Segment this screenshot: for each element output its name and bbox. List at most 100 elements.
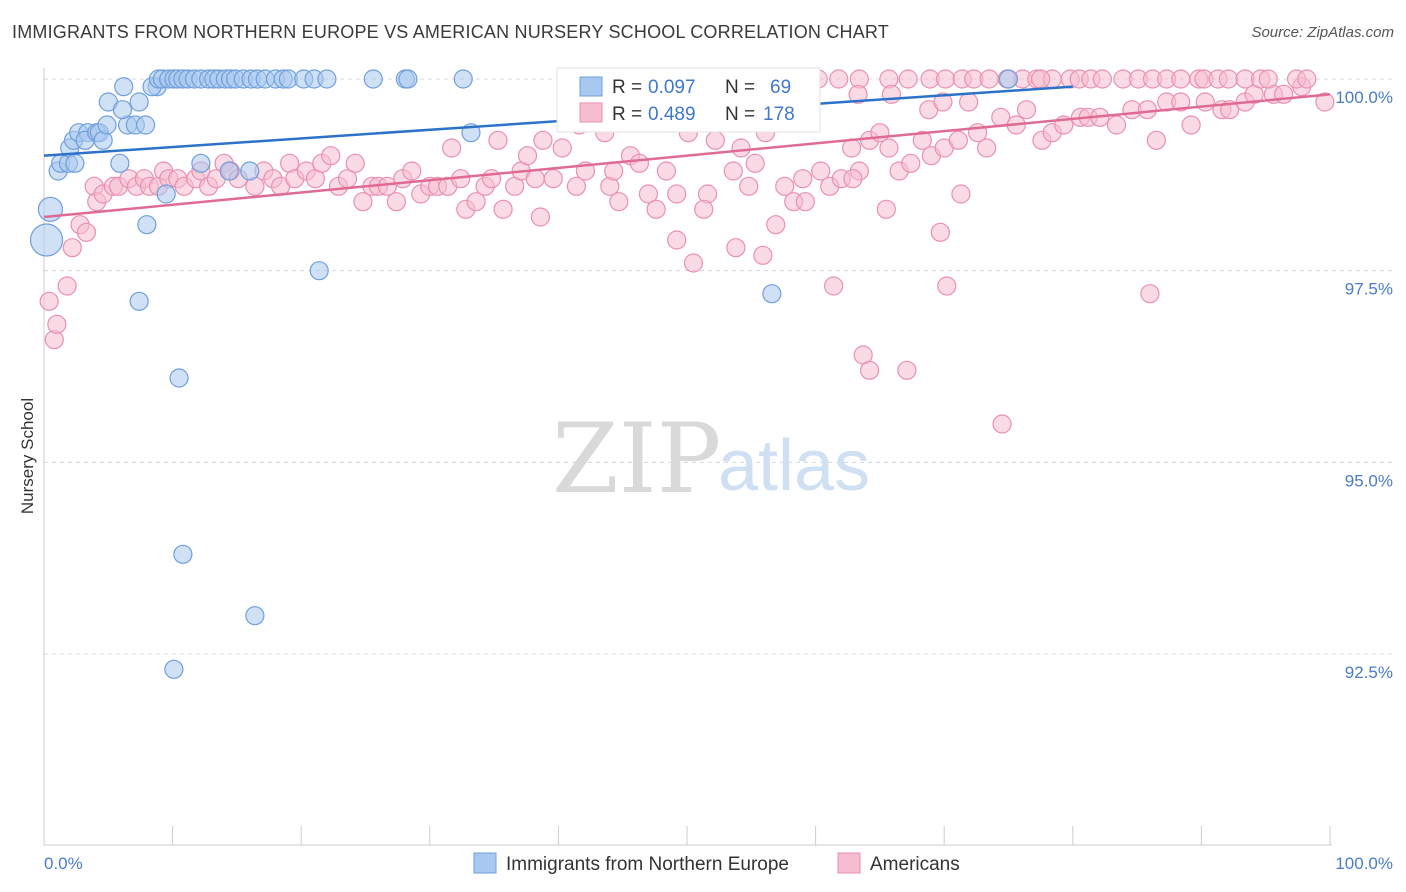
americans-point-135 [1092, 69, 1112, 89]
americans-point-73 [646, 199, 666, 219]
americans-point-176 [824, 276, 844, 296]
watermark: ZIP atlas [552, 403, 870, 515]
americans-point-184 [930, 222, 950, 242]
americans-point-82 [745, 153, 765, 173]
source-label: Source: ZipAtlas.com [1251, 24, 1394, 41]
americans-point-173 [753, 245, 773, 265]
americans-point-84 [775, 176, 795, 196]
northern-europe-point-48 [317, 69, 337, 89]
northern-europe-point-18 [129, 92, 149, 112]
americans-point-151 [829, 69, 849, 89]
northern-europe-point-15 [110, 153, 130, 173]
x-tick-label-max: 100.0% [1335, 854, 1393, 873]
americans-point-180 [937, 276, 957, 296]
americans-point-154 [898, 69, 918, 89]
americans-point-164 [933, 92, 953, 112]
stats-legend-swatch-blue [579, 76, 603, 97]
northern-europe-point-19 [114, 77, 134, 97]
americans-point-140 [1171, 69, 1191, 89]
watermark-zip: ZIP [552, 403, 721, 515]
americans-point-75 [667, 184, 687, 204]
stats-legend: R = 0.097 N = 69 R = 0.489 N = 178 [556, 67, 821, 133]
northern-europe-point-55 [191, 153, 211, 173]
americans-point-185 [951, 184, 971, 204]
americans-point-60 [517, 146, 538, 166]
watermark-atlas: atlas [718, 426, 870, 506]
northern-europe-points [29, 69, 1019, 679]
americans-point-120 [1195, 92, 1215, 112]
northern-europe-point-0 [29, 223, 64, 257]
y-axis-title: Nursery School [18, 398, 37, 514]
americans-point-168 [530, 207, 550, 227]
americans-point-115 [1137, 100, 1157, 120]
legend-swatch-americans [837, 852, 861, 874]
americans-point-188 [694, 199, 714, 219]
americans-point-116 [1146, 130, 1166, 150]
legend-swatch-northern-europe [473, 852, 497, 874]
northern-europe-point-68 [65, 153, 85, 173]
stats-r-value-pink: 0.489 [648, 104, 696, 125]
northern-europe-point-57 [240, 161, 260, 181]
americans-point-61 [525, 169, 545, 189]
americans-point-6 [76, 222, 97, 242]
americans-point-101 [959, 92, 979, 112]
northern-europe-point-66 [998, 69, 1019, 89]
americans-point-175 [795, 192, 815, 212]
americans-point-63 [543, 169, 563, 189]
northern-europe-point-54 [156, 184, 176, 204]
americans-point-80 [731, 138, 751, 158]
y-tick-labels: 100.0% 97.5% 95.0% 92.5% [1335, 88, 1393, 682]
americans-point-57 [493, 199, 513, 219]
americans-point-81 [739, 176, 759, 196]
northern-europe-point-13 [97, 115, 117, 135]
americans-point-64 [552, 138, 572, 158]
americans-point-172 [726, 238, 746, 258]
americans-point-65 [566, 176, 587, 196]
americans-point-37 [321, 146, 341, 166]
x-tick-label-min: 0.0% [44, 854, 83, 873]
americans-point-147 [1258, 69, 1278, 89]
americans-point-174 [766, 215, 786, 235]
americans-point-41 [353, 192, 373, 212]
americans-point-86 [793, 169, 813, 189]
americans-point-54 [466, 192, 486, 212]
northern-europe-point-59 [169, 368, 189, 388]
axes [43, 68, 1332, 846]
northern-europe-point-22 [137, 215, 157, 235]
northern-europe-point-49 [363, 69, 383, 89]
x-ticks [43, 826, 1331, 845]
americans-point-161 [848, 84, 868, 104]
americans-point-100 [948, 130, 968, 150]
northern-europe-point-51 [398, 69, 418, 89]
americans-point-128 [1315, 92, 1335, 112]
americans-point-79 [723, 161, 743, 181]
northern-europe-point-58 [129, 291, 149, 311]
trendline-americans [43, 93, 1331, 219]
americans-point-156 [935, 69, 956, 89]
americans-points [39, 69, 1335, 434]
y-tick-label-0: 100.0% [1335, 88, 1393, 107]
stats-n-value-pink: 178 [763, 104, 795, 125]
americans-point-179 [897, 360, 917, 380]
northern-europe-point-62 [245, 606, 265, 626]
americans-point-182 [1031, 69, 1051, 89]
americans-point-0 [39, 291, 59, 311]
americans-point-94 [879, 138, 899, 158]
stats-n-value-blue: 69 [770, 77, 791, 98]
americans-point-40 [345, 153, 365, 173]
americans-point-4 [62, 238, 82, 258]
americans-point-106 [1016, 100, 1037, 120]
americans-point-119 [1181, 115, 1201, 135]
y-tick-label-2: 95.0% [1345, 471, 1393, 490]
americans-point-169 [604, 161, 624, 181]
americans-point-171 [683, 253, 704, 273]
northern-europe-point-67 [112, 100, 133, 120]
stats-r-value-blue: 0.097 [648, 77, 696, 98]
y-tick-label-3: 92.5% [1345, 663, 1393, 682]
americans-point-47 [402, 161, 422, 181]
northern-europe-point-1 [37, 196, 64, 222]
chart-title: IMMIGRANTS FROM NORTHERN EUROPE VS AMERI… [12, 22, 889, 42]
y-tick-label-1: 97.5% [1345, 280, 1393, 299]
americans-point-96 [901, 153, 921, 173]
